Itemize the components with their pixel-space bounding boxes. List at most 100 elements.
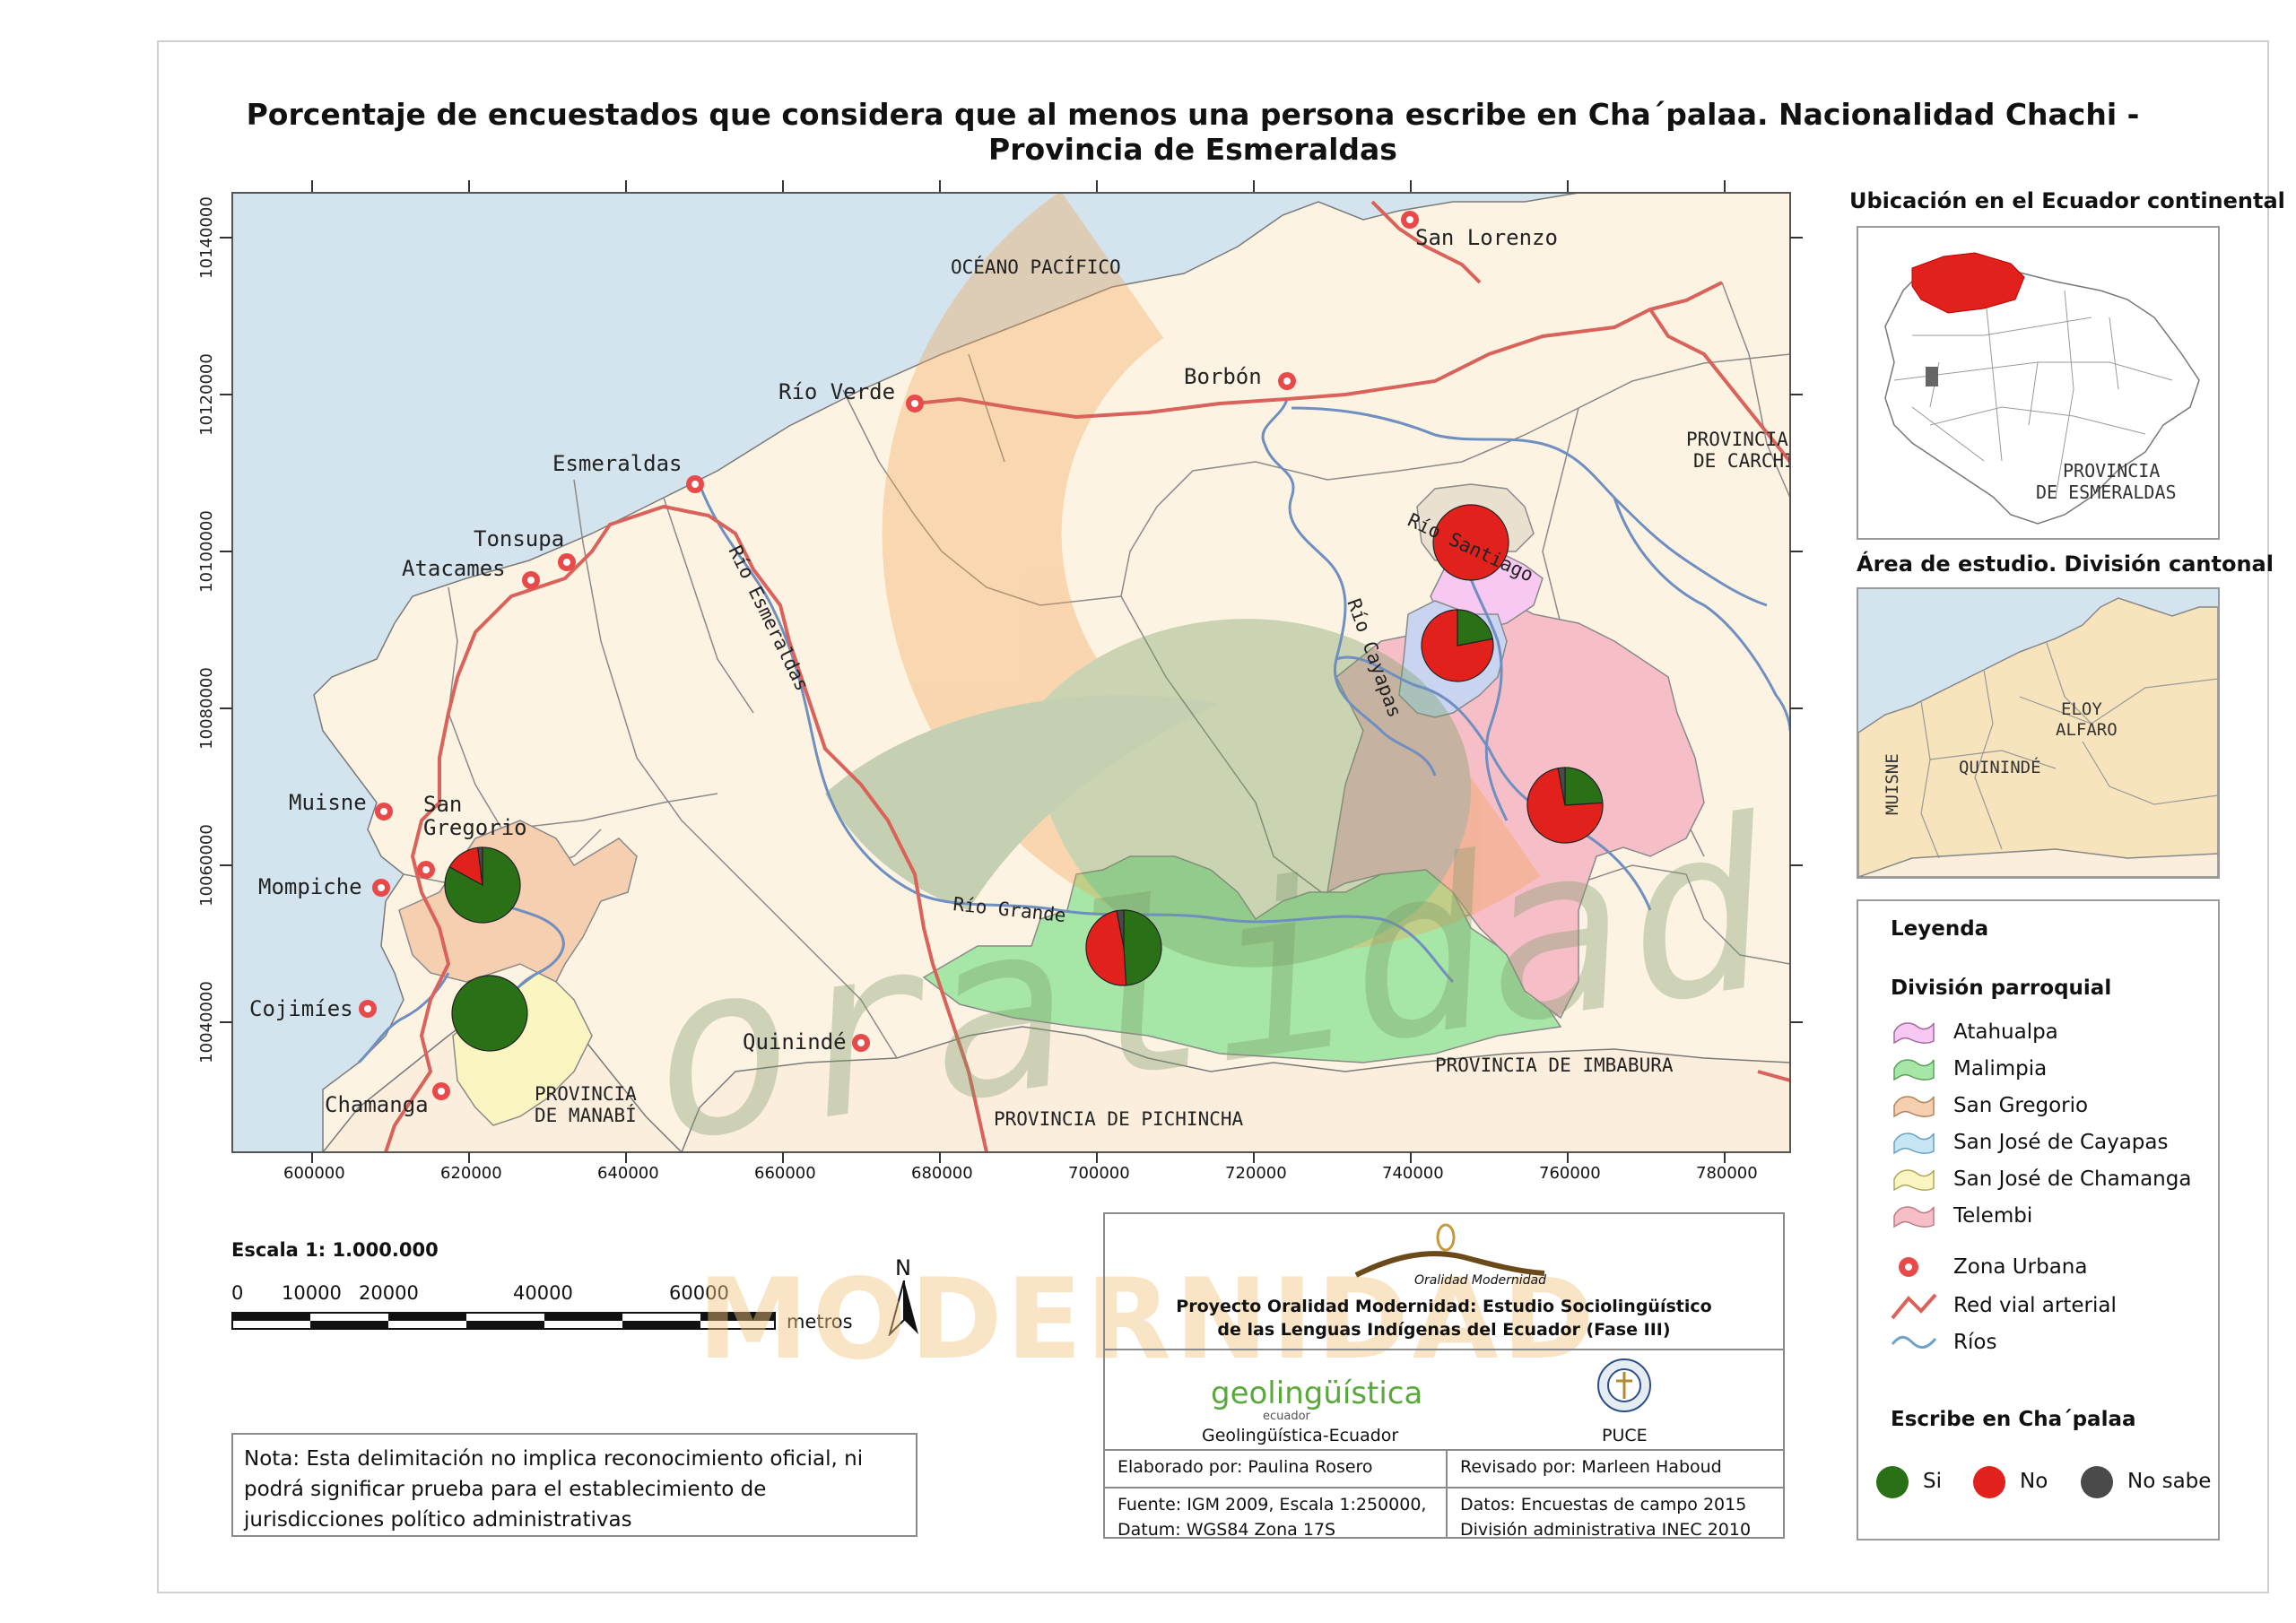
legend-dot-si bbox=[1876, 1466, 1909, 1498]
map-title: Porcentaje de encuestados que considera … bbox=[246, 97, 2140, 167]
esmeraldas-highlight bbox=[1911, 252, 2025, 314]
marker-atacames bbox=[522, 571, 540, 589]
inset-label-quininde: QUININDÉ bbox=[1959, 757, 2041, 777]
pie-slice-si bbox=[1564, 767, 1604, 806]
label-chamanga: Chamanga bbox=[325, 1092, 429, 1117]
inset-study: ELOY ALFARO QUININDÉ MUISNE bbox=[1857, 587, 2220, 879]
oralidad-logo bbox=[1354, 1223, 1545, 1278]
puce-seal-icon bbox=[1597, 1358, 1651, 1412]
svg-text:10140000: 10140000 bbox=[197, 196, 216, 279]
legend-label-si: Si bbox=[1923, 1470, 1942, 1493]
pie-slice-si bbox=[1457, 609, 1493, 647]
y-axis-ticks bbox=[220, 237, 1803, 1023]
logo-text: Oralidad Modernidad bbox=[1414, 1273, 1546, 1288]
label-mompiche: Mompiche bbox=[258, 874, 362, 899]
inset-label-eloy-1: ELOY bbox=[2061, 699, 2102, 719]
scale-bar bbox=[231, 1312, 776, 1330]
main-map: oralidad OCÉANO PACÍFICO San Lorenzo Río… bbox=[197, 180, 1803, 1163]
legend-item-rios: Ríos bbox=[1891, 1328, 1996, 1357]
svg-text:10100000: 10100000 bbox=[197, 510, 216, 593]
ecuador-outline bbox=[1884, 254, 2200, 525]
page-frame bbox=[157, 40, 2269, 1593]
label-cojimies: Cojimíes bbox=[249, 996, 353, 1021]
label-prov-manabi-2: DE MANABÍ bbox=[535, 1104, 637, 1126]
label-quininde: Quinindé bbox=[743, 1029, 847, 1055]
label-san-gregorio-1: San bbox=[423, 792, 462, 817]
legend-item-malimpia: Malimpia bbox=[1891, 1055, 2047, 1083]
label-borbon: Borbón bbox=[1184, 364, 1262, 389]
rivers bbox=[357, 398, 1790, 1064]
map-border bbox=[231, 192, 1791, 1153]
inset-label-1: PROVINCIA bbox=[2063, 460, 2160, 482]
legend-dot-no-sabe bbox=[2081, 1466, 2113, 1498]
legend-label-no-sabe: No sabe bbox=[2127, 1470, 2212, 1493]
scale-label: Escala 1: 1.000.000 bbox=[231, 1239, 439, 1261]
x-axis-ticks bbox=[311, 1152, 1726, 1163]
marker-muisne bbox=[375, 803, 393, 820]
credits-logos-row: geolingüística ecuador Geolingüística-Ec… bbox=[1105, 1349, 1783, 1449]
label-prov-carchi-1: PROVINCIA bbox=[1686, 429, 1788, 450]
svg-text:10120000: 10120000 bbox=[197, 353, 216, 436]
note-box: Nota: Esta delimitación no implica recon… bbox=[231, 1433, 918, 1537]
legend-item-zona-urbana: Zona Urbana bbox=[1891, 1253, 2087, 1281]
urban-markers bbox=[359, 211, 1419, 1100]
legend-title: Leyenda bbox=[1891, 917, 1989, 941]
inset-ecuador: PROVINCIA DE ESMERALDAS bbox=[1857, 226, 2220, 540]
pie-slice-no bbox=[1421, 609, 1494, 682]
credits-box: Oralidad Modernidad Proyecto Oralidad Mo… bbox=[1103, 1212, 1787, 1540]
revisado-por: Revisado por: Marleen Haboud bbox=[1446, 1451, 1787, 1487]
puce-label: PUCE bbox=[1602, 1426, 1648, 1445]
inset-ecuador-title: Ubicación en el Ecuador continental bbox=[1849, 188, 2285, 213]
label-prov-pichincha: PROVINCIA DE PICHINCHA bbox=[994, 1108, 1244, 1130]
watermark-emblem bbox=[825, 193, 1541, 968]
scale-unit: metros bbox=[787, 1311, 853, 1332]
inset-label-muisne: MUISNE bbox=[1883, 753, 1902, 815]
marker-mompiche bbox=[372, 879, 390, 897]
roads bbox=[384, 200, 1790, 1152]
legend-item-telembi: Telembi bbox=[1891, 1202, 2032, 1230]
marker-san-gregorio bbox=[417, 861, 435, 879]
pie-slice-no bbox=[1432, 504, 1509, 581]
note-text: Nota: Esta delimitación no implica recon… bbox=[244, 1447, 864, 1532]
scale-ticks: 0 10000 20000 40000 60000 bbox=[231, 1282, 729, 1304]
legend-item-atahualpa: Atahualpa bbox=[1891, 1018, 2058, 1046]
parish-san-gregorio bbox=[398, 820, 638, 984]
legend-item-san-gregorio: San Gregorio bbox=[1891, 1091, 2088, 1120]
label-rio-verde: Río Verde bbox=[778, 379, 895, 404]
y-axis-labels: 10140000 10120000 10100000 10080000 1006… bbox=[197, 196, 216, 1063]
north-label: N bbox=[895, 1255, 911, 1280]
geo-sub: ecuador bbox=[1263, 1410, 1310, 1423]
marker-quininde bbox=[852, 1034, 870, 1052]
pie-san-jos-de-cayapas bbox=[1421, 609, 1494, 682]
pie-atahualpa bbox=[1432, 504, 1509, 581]
pie-slice-si bbox=[1123, 909, 1162, 986]
label-oceano: OCÉANO PACÍFICO bbox=[951, 256, 1121, 278]
pie-slice-no-sabe bbox=[1557, 767, 1566, 806]
pie-slice-no-sabe bbox=[477, 846, 483, 886]
pie-malimpia bbox=[1085, 909, 1162, 986]
pie-slice-no-sabe bbox=[1116, 909, 1125, 949]
marker-tonsupa bbox=[558, 553, 576, 571]
legend-item-red-vial: Red vial arterial bbox=[1891, 1291, 2117, 1320]
inset-label-eloy-2: ALFARO bbox=[2056, 720, 2118, 740]
legend: Leyenda División parroquial Atahualpa Ma… bbox=[1857, 899, 2220, 1541]
top-ticks bbox=[311, 180, 1726, 193]
label-san-lorenzo: San Lorenzo bbox=[1415, 225, 1558, 250]
marker-borbon bbox=[1278, 372, 1296, 390]
legend-item-san-jose-chamanga: San José de Chamanga bbox=[1891, 1165, 2191, 1193]
svg-text:10060000: 10060000 bbox=[197, 824, 216, 907]
svg-text:10080000: 10080000 bbox=[197, 667, 216, 750]
legend-parroquial-title: División parroquial bbox=[1891, 976, 2112, 1000]
legend-label-no: No bbox=[2020, 1470, 2048, 1493]
inset-study-title: Área de estudio. División cantonal bbox=[1857, 551, 2274, 577]
project-line-2: de las Lenguas Indígenas del Ecuador (Fa… bbox=[1217, 1320, 1671, 1340]
label-tonsupa: Tonsupa bbox=[474, 526, 564, 551]
study-area bbox=[1857, 597, 2219, 878]
north-arrow: N bbox=[886, 1255, 922, 1336]
watermark-text-2: MODERNIDAD bbox=[698, 1255, 1598, 1384]
pie-slice-no bbox=[1085, 910, 1127, 986]
label-muisne: Muisne bbox=[289, 790, 367, 815]
svg-text:10040000: 10040000 bbox=[197, 981, 216, 1063]
marker-rio-verde bbox=[906, 395, 924, 412]
legend-escribe-items: Si No No sabe bbox=[1876, 1466, 2217, 1502]
